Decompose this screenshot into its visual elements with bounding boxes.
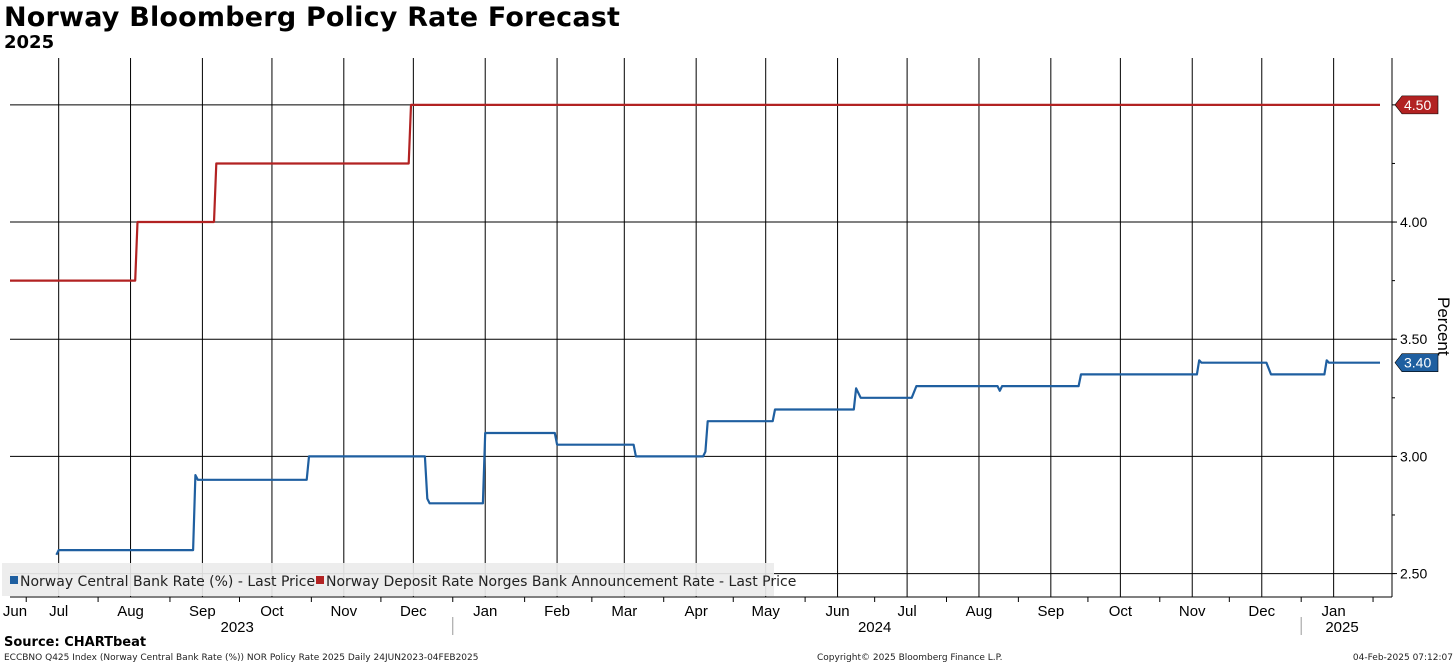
x-tick-label: Aug bbox=[117, 603, 144, 620]
copyright-note: Copyright© 2025 Bloomberg Finance L.P. bbox=[817, 653, 1003, 663]
last-value-tag bbox=[1394, 95, 1439, 115]
series-line-deposit-rate bbox=[10, 103, 1380, 282]
x-year-label: 2024 bbox=[858, 619, 891, 636]
x-tick-label: Dec bbox=[400, 603, 427, 620]
x-tick-label: Jul bbox=[898, 603, 917, 620]
y-tick-label: 2.50 bbox=[1400, 566, 1427, 582]
x-tick-label: Jun bbox=[3, 603, 27, 620]
chart-title: Norway Bloomberg Policy Rate Forecast bbox=[4, 2, 621, 33]
x-tick-label: Oct bbox=[260, 603, 284, 620]
x-tick-label: Dec bbox=[1248, 603, 1275, 620]
x-year-label: 2023 bbox=[220, 619, 253, 636]
x-tick-label: Nov bbox=[1179, 603, 1206, 620]
legend-label: Norway Deposit Rate Norges Bank Announce… bbox=[326, 574, 796, 590]
x-tick-label: May bbox=[752, 603, 781, 620]
x-tick-label: Jan bbox=[1322, 603, 1346, 620]
legend-label: Norway Central Bank Rate (%) - Last Pric… bbox=[20, 574, 315, 590]
x-tick-label: Nov bbox=[330, 603, 357, 620]
y-tick-label: 4.00 bbox=[1400, 214, 1427, 230]
index-info: ECCBNO Q425 Index (Norway Central Bank R… bbox=[4, 653, 479, 663]
chart-subtitle: 2025 bbox=[4, 32, 55, 53]
last-value-label: 3.40 bbox=[1404, 355, 1431, 371]
x-tick-label: Sep bbox=[1037, 603, 1064, 620]
legend-swatch bbox=[316, 576, 324, 584]
y-tick-label: 3.50 bbox=[1400, 331, 1427, 347]
y-tick-label: 3.00 bbox=[1400, 448, 1427, 464]
x-tick-label: Apr bbox=[684, 603, 707, 620]
x-tick-label: Feb bbox=[544, 603, 570, 620]
legend-swatch bbox=[10, 576, 18, 584]
last-value-tag bbox=[1394, 353, 1439, 372]
x-year-label: 2025 bbox=[1325, 619, 1358, 636]
x-tick-label: Jul bbox=[49, 603, 68, 620]
x-tick-label: Aug bbox=[966, 603, 993, 620]
x-tick-label: Oct bbox=[1109, 603, 1133, 620]
series-line-central-bank-rate bbox=[55, 359, 1380, 556]
x-tick-label: Mar bbox=[611, 603, 637, 620]
timestamp: 04-Feb-2025 07:12:07 bbox=[1352, 653, 1453, 663]
x-tick-label: Jun bbox=[825, 603, 849, 620]
last-value-label: 4.50 bbox=[1404, 97, 1431, 113]
y-axis-label: Percent bbox=[1434, 297, 1453, 356]
source-note: Source: CHARTbeat bbox=[4, 635, 147, 650]
x-tick-label: Jan bbox=[473, 603, 497, 620]
legend-box bbox=[2, 563, 774, 596]
x-tick-label: Sep bbox=[189, 603, 216, 620]
